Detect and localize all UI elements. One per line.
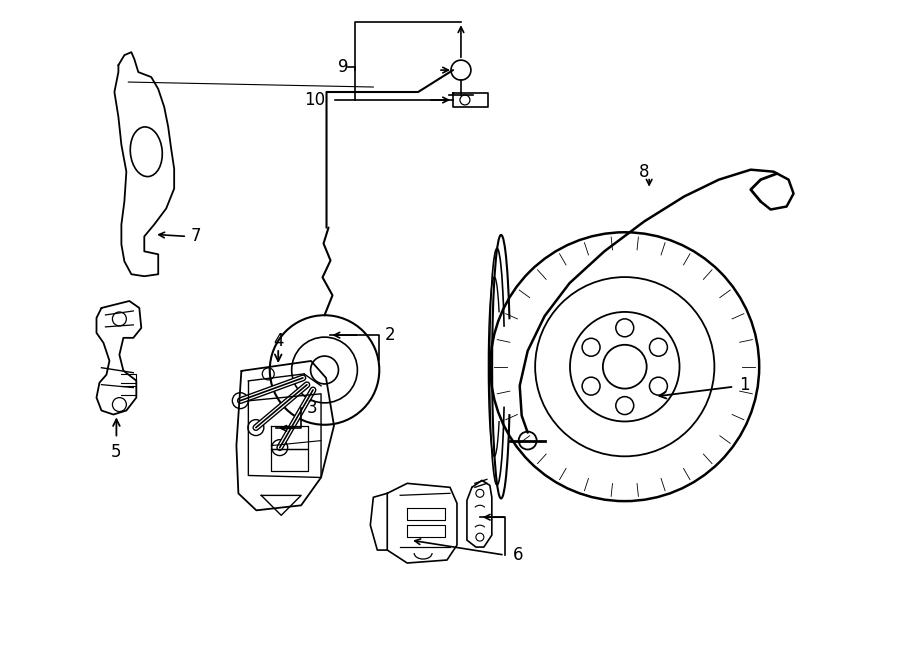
Text: 6: 6	[513, 546, 523, 564]
Text: 10: 10	[304, 91, 326, 109]
Text: 5: 5	[112, 444, 122, 461]
Text: 9: 9	[338, 58, 348, 76]
Circle shape	[272, 440, 288, 455]
Circle shape	[518, 432, 536, 449]
Text: 3: 3	[306, 399, 317, 417]
Circle shape	[248, 420, 264, 436]
Text: 4: 4	[273, 332, 284, 350]
Circle shape	[232, 393, 248, 408]
Text: 1: 1	[739, 375, 750, 394]
Text: 2: 2	[384, 326, 395, 344]
Text: 8: 8	[639, 163, 650, 180]
Text: 7: 7	[191, 227, 202, 245]
